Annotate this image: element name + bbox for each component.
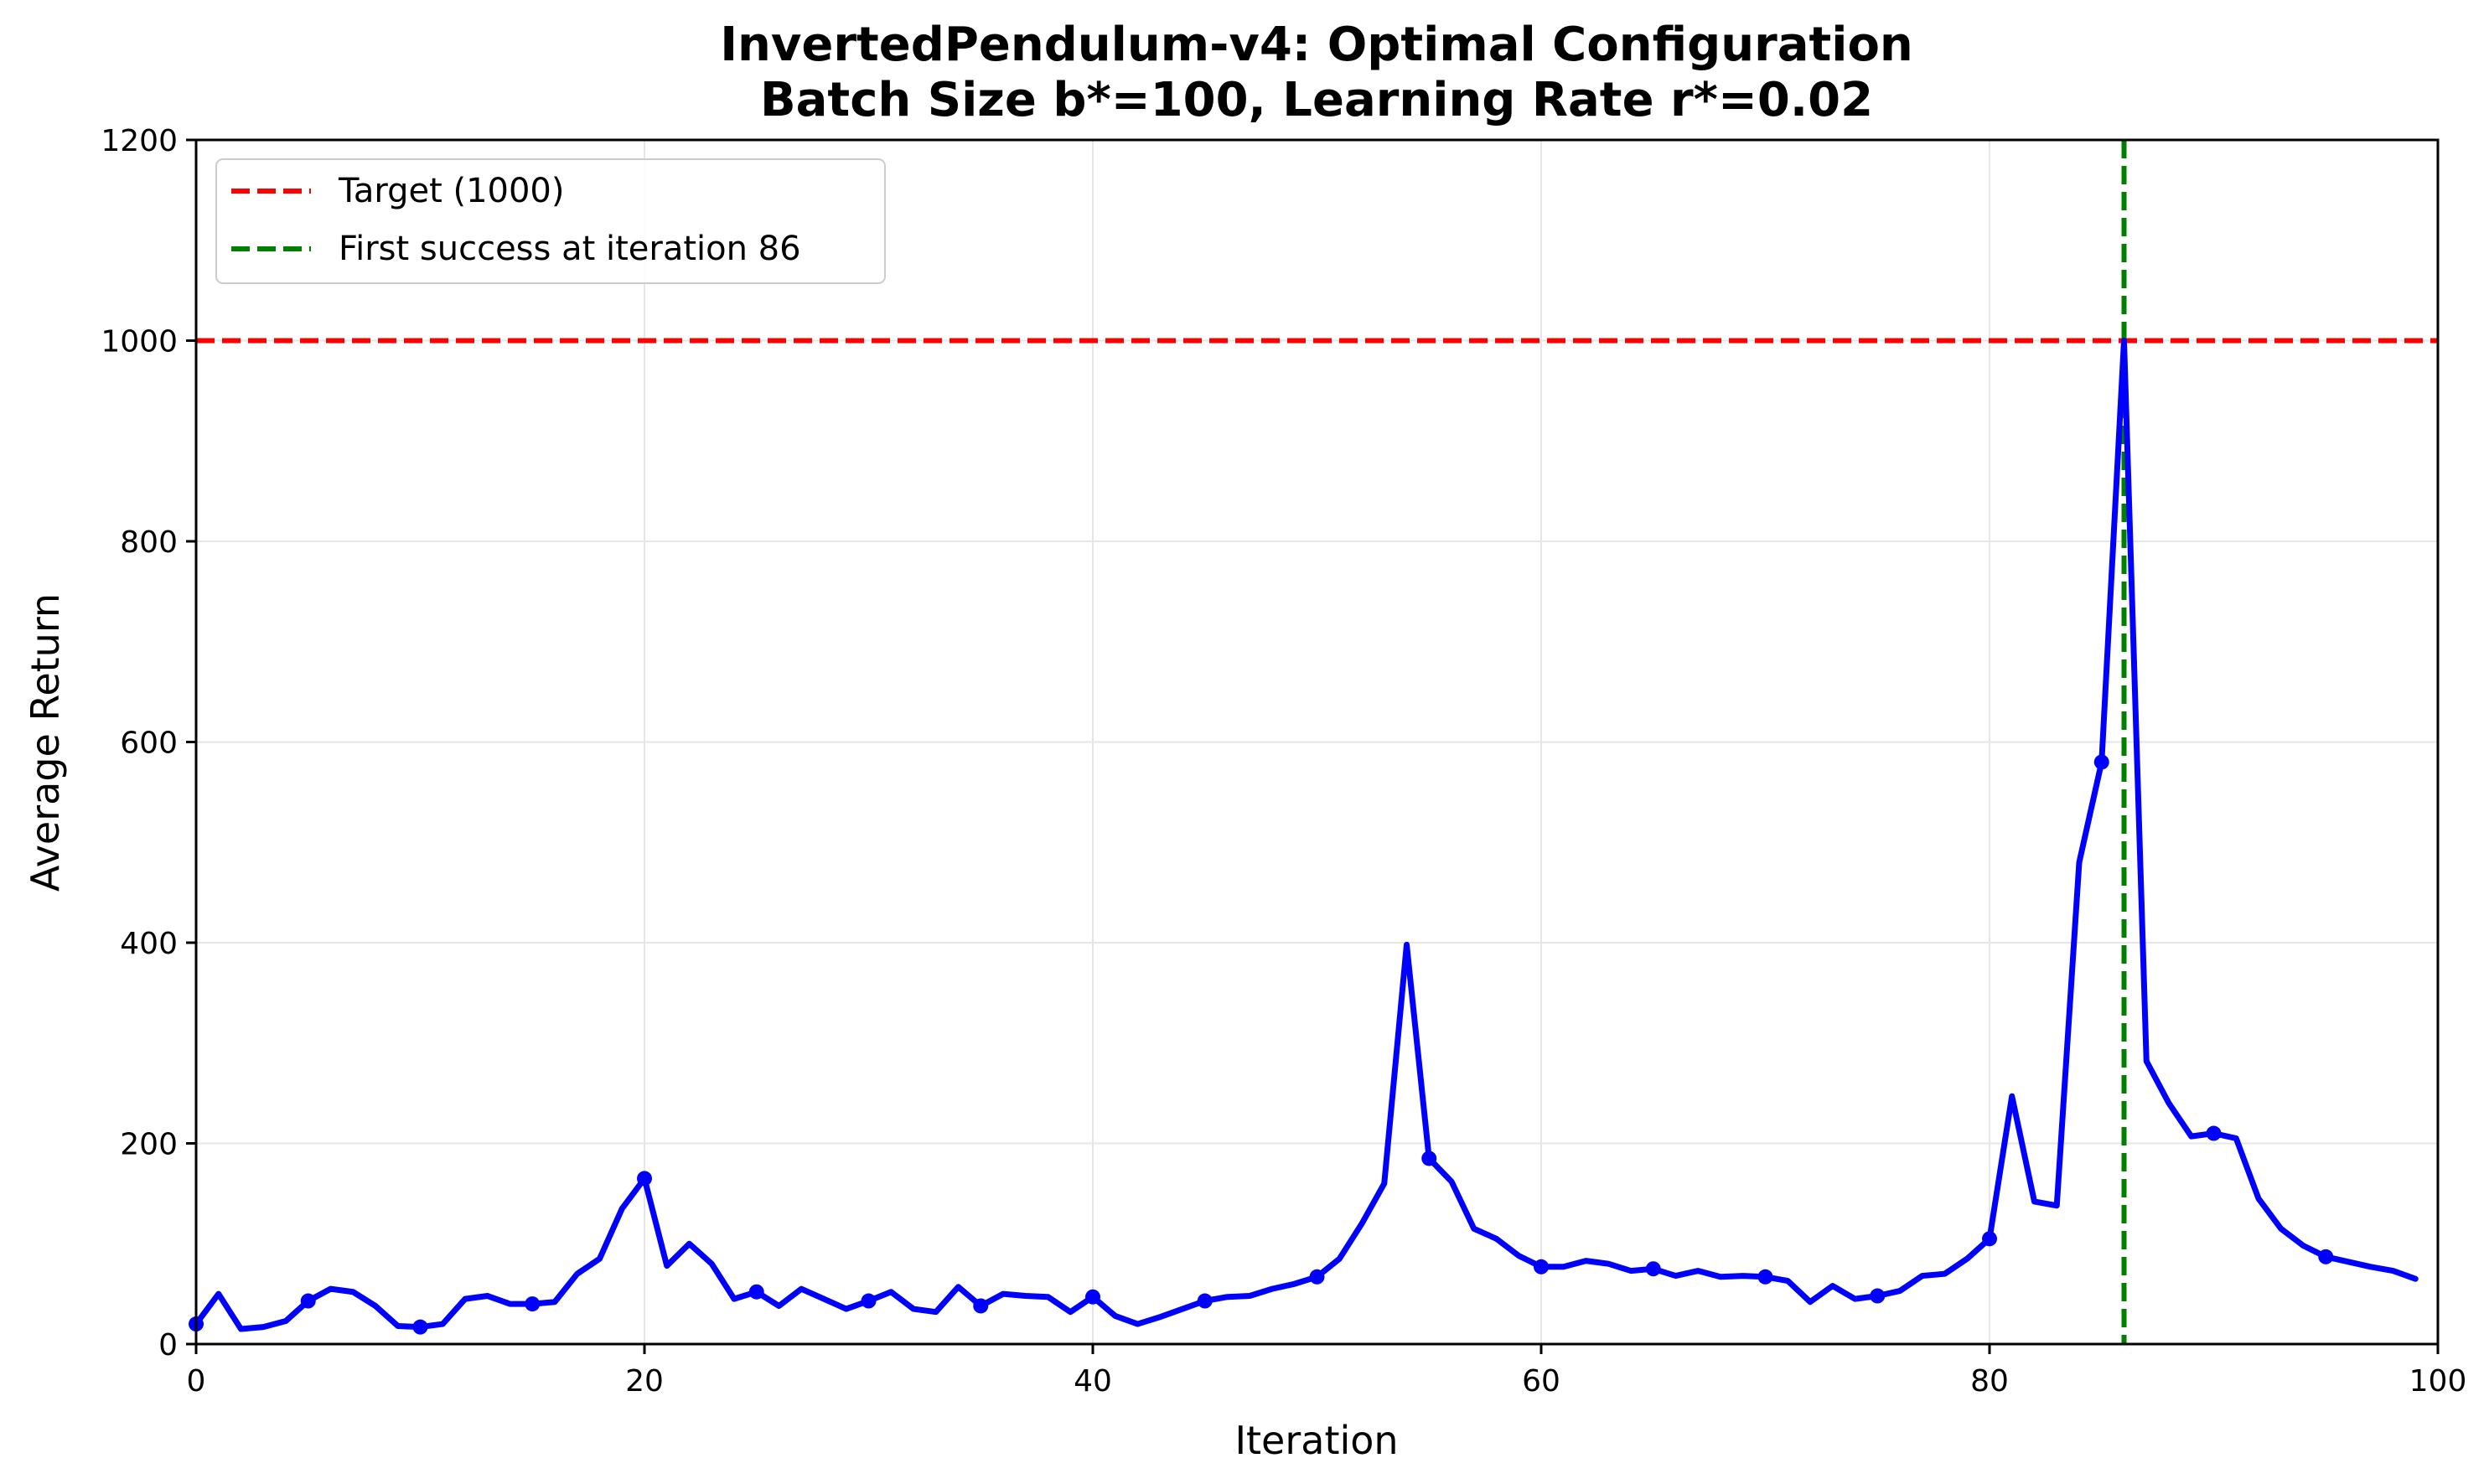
average-return-line: [193, 338, 2419, 1332]
x-tick-label: 60: [1522, 1364, 1560, 1399]
y-tick-label: 1000: [101, 325, 178, 359]
data-point-marker: [1534, 1259, 1549, 1275]
data-point-marker: [1197, 1293, 1213, 1309]
series-layer: [189, 338, 2419, 1335]
y-tick-label: 1200: [101, 124, 178, 158]
y-tick-label: 800: [120, 525, 178, 560]
legend-label-first-success: First success at iteration 86: [339, 230, 801, 268]
y-tick-label: 0: [158, 1328, 178, 1362]
y-tick-label: 600: [120, 726, 178, 761]
x-axis-label: Iteration: [1234, 1418, 1398, 1463]
data-point-marker: [1982, 1231, 1997, 1247]
chart-subtitle: Batch Size b*=100, Learning Rate r*=0.02: [760, 73, 1873, 127]
data-point-marker: [1757, 1269, 1773, 1285]
data-point-marker: [525, 1296, 541, 1312]
data-point-marker: [300, 1293, 316, 1309]
data-point-marker: [412, 1319, 428, 1335]
x-tick-label: 80: [1970, 1364, 2009, 1399]
y-tick-label: 200: [120, 1128, 178, 1162]
data-point-marker: [1870, 1288, 1886, 1304]
data-point-marker: [1421, 1150, 1437, 1166]
y-axis-label: Average Return: [23, 593, 68, 892]
x-tick-label: 40: [1074, 1364, 1112, 1399]
data-point-marker: [1309, 1269, 1325, 1285]
data-point-marker: [1085, 1289, 1100, 1305]
x-tick-label: 20: [625, 1364, 664, 1399]
legend-box: [215, 158, 886, 284]
x-axis-ticks: 0 20 40 60 80 100: [187, 1344, 2467, 1399]
y-tick-label: 400: [120, 927, 178, 961]
legend-label-target: Target (1000): [338, 172, 564, 210]
chart-title: InvertedPendulum-v4: Optimal Configurati…: [720, 18, 1913, 72]
x-tick-label: 0: [187, 1364, 206, 1399]
data-point-marker: [2093, 754, 2109, 770]
data-point-marker: [861, 1293, 877, 1309]
data-point-marker: [973, 1298, 989, 1314]
data-point-marker: [637, 1171, 652, 1187]
y-axis-ticks: 0 200 400 600 800 1000 1200: [101, 124, 196, 1362]
data-point-marker: [1645, 1261, 1661, 1277]
x-tick-label: 100: [2409, 1364, 2467, 1399]
data-point-marker: [748, 1284, 764, 1300]
data-point-marker: [2318, 1249, 2334, 1264]
data-point-marker: [2206, 1125, 2222, 1141]
reference-lines: [196, 140, 2438, 1344]
legend: Target (1000) First success at iteration…: [215, 158, 886, 284]
